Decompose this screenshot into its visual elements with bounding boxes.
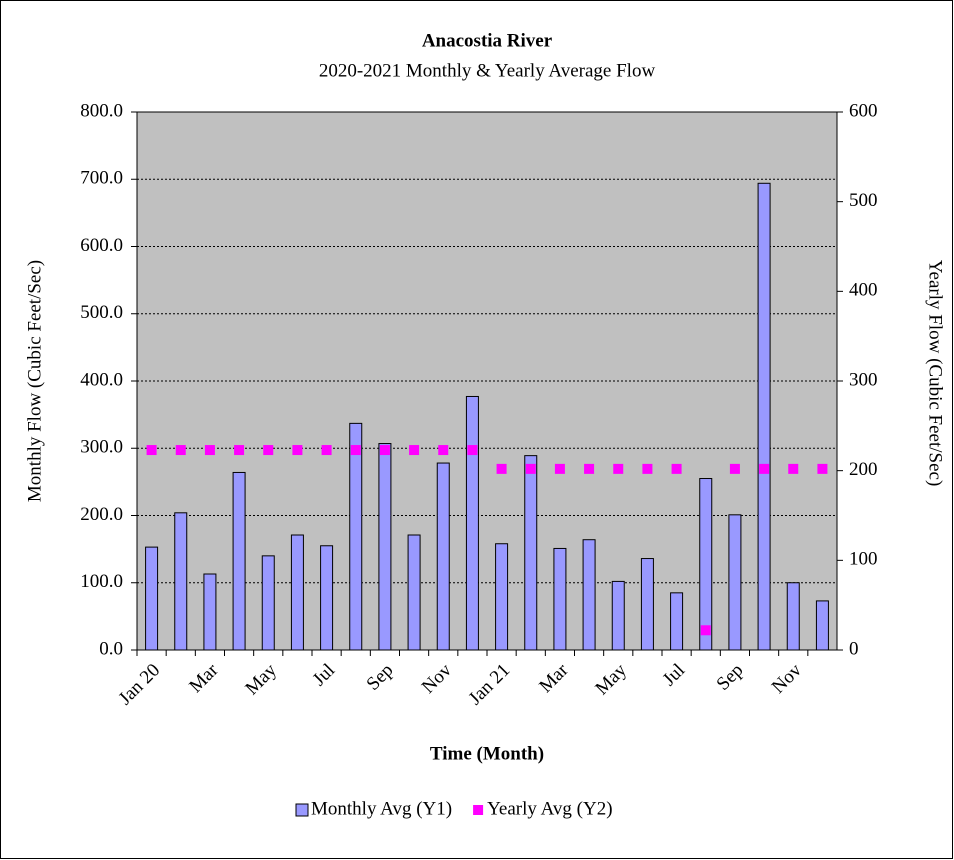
bar: [670, 592, 684, 651]
marker: [671, 463, 682, 474]
y2-tick-label: 200: [849, 459, 878, 480]
bar: [465, 395, 479, 651]
y2-tick-label: 300: [849, 369, 878, 390]
bar: [261, 555, 275, 651]
y-tick-label: 700.0: [80, 168, 123, 189]
x-axis-title: Time (Month): [430, 743, 544, 764]
legend-swatch: [295, 803, 309, 817]
marker: [642, 463, 653, 474]
marker: [700, 625, 711, 636]
marker: [175, 445, 186, 456]
bar: [553, 547, 567, 651]
marker: [496, 463, 507, 474]
legend-label: Yearly Avg (Y2): [487, 798, 612, 819]
y2-tick-label: 600: [849, 100, 878, 121]
y-tick-label: 400.0: [80, 369, 123, 390]
legend-swatch: [473, 805, 484, 815]
bar: [611, 580, 625, 651]
bar: [407, 534, 421, 651]
bar: [757, 182, 771, 651]
bar: [495, 543, 509, 651]
y-tick-label: 100.0: [80, 571, 123, 592]
bar: [232, 471, 246, 651]
bar: [815, 600, 829, 651]
bar: [145, 546, 159, 651]
marker: [467, 445, 478, 456]
bar: [290, 534, 304, 651]
bar: [436, 462, 450, 651]
y-tick-label: 0.0: [99, 638, 123, 659]
marker: [525, 463, 536, 474]
y-tick-label: 200.0: [80, 504, 123, 525]
marker: [379, 445, 390, 456]
marker: [350, 445, 361, 456]
y2-tick-label: 100: [849, 549, 878, 570]
y-tick-label: 600.0: [80, 235, 123, 256]
y2-tick-label: 500: [849, 190, 878, 211]
chart-title: Anacostia River: [422, 30, 553, 51]
marker: [788, 463, 799, 474]
bar: [582, 539, 596, 651]
bar: [786, 582, 800, 651]
y-axis-title: Monthly Flow (Cubic Feet/Sec): [24, 260, 45, 502]
bar: [728, 514, 742, 651]
bar: [320, 545, 334, 651]
marker: [584, 463, 595, 474]
marker: [438, 445, 449, 456]
bar: [378, 443, 392, 651]
bar: [349, 422, 363, 651]
marker: [409, 445, 420, 456]
marker: [146, 445, 157, 456]
bar: [699, 478, 713, 651]
marker: [554, 463, 565, 474]
bar: [203, 573, 217, 651]
y2-tick-label: 0: [849, 638, 859, 659]
marker: [817, 463, 828, 474]
marker: [759, 463, 770, 474]
y-tick-label: 300.0: [80, 437, 123, 458]
marker: [234, 445, 245, 456]
marker: [321, 445, 332, 456]
y2-tick-label: 400: [849, 280, 878, 301]
y2-axis-title: Yearly Flow (Cubic Feet/Sec): [925, 260, 946, 487]
marker: [292, 445, 303, 456]
bar: [174, 512, 188, 651]
marker: [613, 463, 624, 474]
marker: [729, 463, 740, 474]
y-tick-label: 800.0: [80, 100, 123, 121]
y-tick-label: 500.0: [80, 302, 123, 323]
chart-subtitle: 2020-2021 Monthly & Yearly Average Flow: [319, 60, 656, 81]
legend-label: Monthly Avg (Y1): [311, 798, 452, 819]
bar: [640, 558, 654, 651]
marker: [263, 445, 274, 456]
marker: [204, 445, 215, 456]
bar: [524, 455, 538, 651]
